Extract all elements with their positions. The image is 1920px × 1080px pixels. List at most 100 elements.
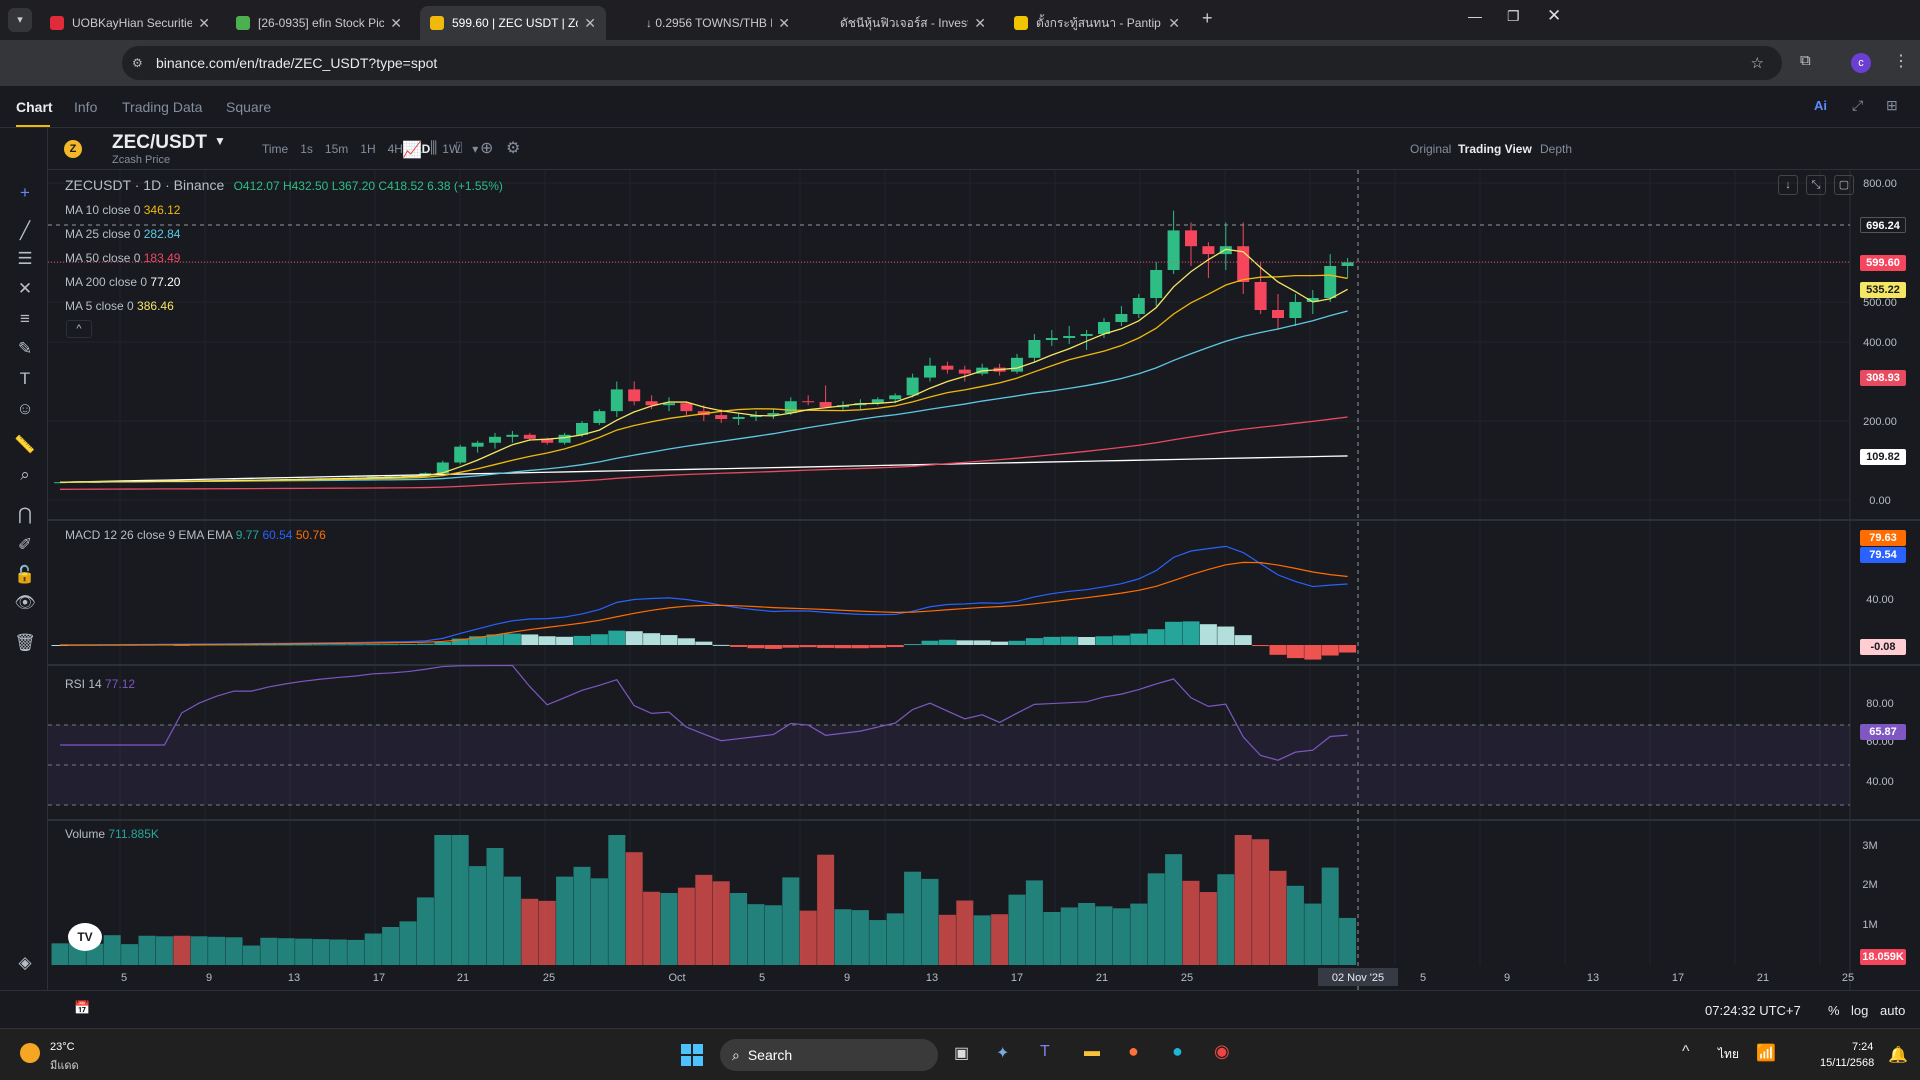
- fib-icon[interactable]: ≡: [20, 309, 30, 328]
- browser-menu-icon[interactable]: ⋮: [1893, 53, 1909, 70]
- trash-icon[interactable]: 🗑: [14, 633, 36, 652]
- settings-icon[interactable]: ⚙: [506, 140, 521, 157]
- price-axis-label: 500.00: [1863, 297, 1897, 309]
- time-axis-label: 21: [457, 972, 469, 984]
- ai-icon[interactable]: Ai: [1814, 98, 1827, 113]
- teams-icon[interactable]: T: [1040, 1043, 1050, 1060]
- brush-icon[interactable]: ✎: [17, 339, 33, 358]
- interval-15m[interactable]: 15m: [324, 142, 349, 156]
- interval-more-icon[interactable]: ▾: [472, 142, 479, 156]
- pattern-icon[interactable]: ✕: [17, 279, 33, 298]
- interval-1w[interactable]: 1W: [442, 142, 461, 156]
- tray-chevron-icon[interactable]: ^: [1682, 1043, 1690, 1060]
- volume-bar: [695, 874, 713, 965]
- horizontal-lines-icon[interactable]: ☰: [17, 249, 33, 268]
- restore-button[interactable]: ❐: [1507, 8, 1520, 24]
- lock-drawings-icon[interactable]: ✐: [17, 535, 33, 554]
- eye-icon[interactable]: 👁: [14, 593, 36, 612]
- interval-1h[interactable]: 1H: [360, 142, 376, 156]
- tab-square[interactable]: Square: [226, 99, 272, 115]
- weather-icon[interactable]: [20, 1043, 40, 1063]
- view-original[interactable]: Original: [1410, 142, 1452, 156]
- candle-body: [1080, 334, 1093, 336]
- interval-1d[interactable]: 1D: [414, 142, 431, 156]
- interval-4h[interactable]: 4H: [387, 142, 403, 156]
- tab-trading-data[interactable]: Trading Data: [122, 99, 203, 115]
- scroll-down-button[interactable]: ↓: [1778, 175, 1798, 195]
- tab-search-button[interactable]: ▾: [8, 8, 32, 32]
- auto-toggle[interactable]: auto: [1880, 1003, 1906, 1018]
- screenshot-icon[interactable]: ⌷: [454, 140, 464, 157]
- weather-temp[interactable]: 23°C: [50, 1041, 75, 1053]
- pair-title[interactable]: ZEC/USDT: [112, 132, 207, 153]
- tab-close-icon[interactable]: ✕: [974, 14, 986, 31]
- taskbar-search[interactable]: ⌕ Search: [720, 1039, 938, 1071]
- date-range-icon[interactable]: 📅: [74, 1000, 91, 1015]
- minimize-button[interactable]: —: [1468, 8, 1482, 24]
- firefox-icon[interactable]: ●: [1128, 1041, 1139, 1061]
- candle-body: [506, 434, 519, 437]
- clock-date[interactable]: 15/11/2568: [1820, 1057, 1875, 1069]
- view-depth[interactable]: Depth: [1540, 142, 1573, 156]
- wifi-icon[interactable]: 📶: [1756, 1045, 1776, 1062]
- trend-line-icon[interactable]: ╱: [19, 221, 31, 240]
- clock-time[interactable]: 7:24: [1852, 1041, 1874, 1053]
- file-explorer-icon[interactable]: ▬: [1084, 1043, 1100, 1060]
- tab-close-icon[interactable]: ✕: [198, 14, 210, 31]
- browser-tab[interactable]: UOBKayHian Securities (Thailan ✕: [40, 6, 220, 40]
- lock-icon[interactable]: 🔓: [14, 565, 36, 584]
- pair-dropdown-icon[interactable]: ▼: [214, 134, 226, 148]
- zoom-icon[interactable]: ⌕: [20, 465, 30, 484]
- taskview-icon[interactable]: ▣: [954, 1045, 970, 1062]
- tab-chart[interactable]: Chart: [16, 99, 53, 115]
- interval-time[interactable]: Time: [262, 142, 289, 156]
- layers-icon[interactable]: ◈: [18, 953, 32, 972]
- chart-type-icon[interactable]: 📈: [402, 142, 422, 159]
- edge-icon[interactable]: ●: [1172, 1041, 1183, 1061]
- maximize-pane-button[interactable]: ▢: [1834, 175, 1854, 195]
- language-indicator[interactable]: ไทย: [1718, 1047, 1739, 1061]
- magnet-icon[interactable]: ⋂: [18, 505, 32, 524]
- collapse-legend-button[interactable]: ^: [66, 320, 92, 338]
- notification-icon[interactable]: 🔔: [1888, 1047, 1908, 1064]
- indicators-icon[interactable]: ⫼: [430, 140, 438, 157]
- clock-utc[interactable]: 07:24:32 UTC+7: [1705, 1003, 1801, 1018]
- view-trading-view[interactable]: Trading View: [1458, 142, 1532, 156]
- url-input[interactable]: ⚙ binance.com/en/trade/ZEC_USDT?type=spo…: [122, 46, 1782, 80]
- extensions-icon[interactable]: ⧉: [1800, 52, 1811, 69]
- tab-close-icon[interactable]: ✕: [778, 14, 790, 31]
- emoji-icon[interactable]: ☺: [16, 399, 34, 418]
- browser-tab[interactable]: ตั้งกระทู้สนทนา - Pantip ✕: [1004, 6, 1190, 40]
- text-icon[interactable]: T: [19, 369, 31, 388]
- crosshair-icon[interactable]: +: [20, 183, 30, 202]
- browser-tab[interactable]: [26-0935] efin Stock PickUp - S ✕: [226, 6, 412, 40]
- start-button[interactable]: [681, 1044, 703, 1066]
- new-tab-button[interactable]: +: [1202, 8, 1213, 28]
- candle-body: [680, 403, 693, 412]
- percent-toggle[interactable]: %: [1828, 1003, 1840, 1018]
- expand-icon[interactable]: ⤢: [1852, 97, 1864, 113]
- browser-tab[interactable]: ↓ 0.2956 TOWNS/THB Bitkub.co ✕: [614, 6, 800, 40]
- tab-close-icon[interactable]: ✕: [1168, 14, 1180, 31]
- interval-1s[interactable]: 1s: [300, 142, 313, 156]
- browser-tab[interactable]: 599.60 | ZEC USDT | Zcash to U ✕: [420, 6, 606, 40]
- browser-tab[interactable]: ดัชนีหุ้นฟิวเจอร์ส - Investing.com ✕: [808, 6, 996, 40]
- log-toggle[interactable]: log: [1851, 1003, 1869, 1018]
- candle-body: [715, 415, 728, 420]
- layout-grid-icon[interactable]: ⊞: [1886, 97, 1898, 113]
- close-window-button[interactable]: ✕: [1547, 6, 1562, 25]
- profile-avatar[interactable]: c: [1851, 53, 1871, 73]
- tradingview-logo[interactable]: TV: [68, 923, 102, 951]
- collapse-pane-button[interactable]: ⤡: [1806, 175, 1826, 195]
- tab-close-icon[interactable]: ✕: [584, 14, 596, 31]
- tab-info[interactable]: Info: [74, 99, 98, 115]
- volume-bar: [1165, 854, 1183, 965]
- bookmark-star-icon[interactable]: ☆: [1750, 55, 1764, 72]
- add-icon[interactable]: ⊕: [480, 140, 494, 157]
- copilot-icon[interactable]: ✦: [996, 1045, 1010, 1062]
- site-info-icon[interactable]: ⚙: [132, 56, 143, 70]
- ruler-icon[interactable]: 📏: [14, 435, 36, 454]
- tab-close-icon[interactable]: ✕: [390, 14, 402, 31]
- volume-bar: [1095, 906, 1113, 965]
- chrome-icon[interactable]: ◉: [1214, 1041, 1230, 1061]
